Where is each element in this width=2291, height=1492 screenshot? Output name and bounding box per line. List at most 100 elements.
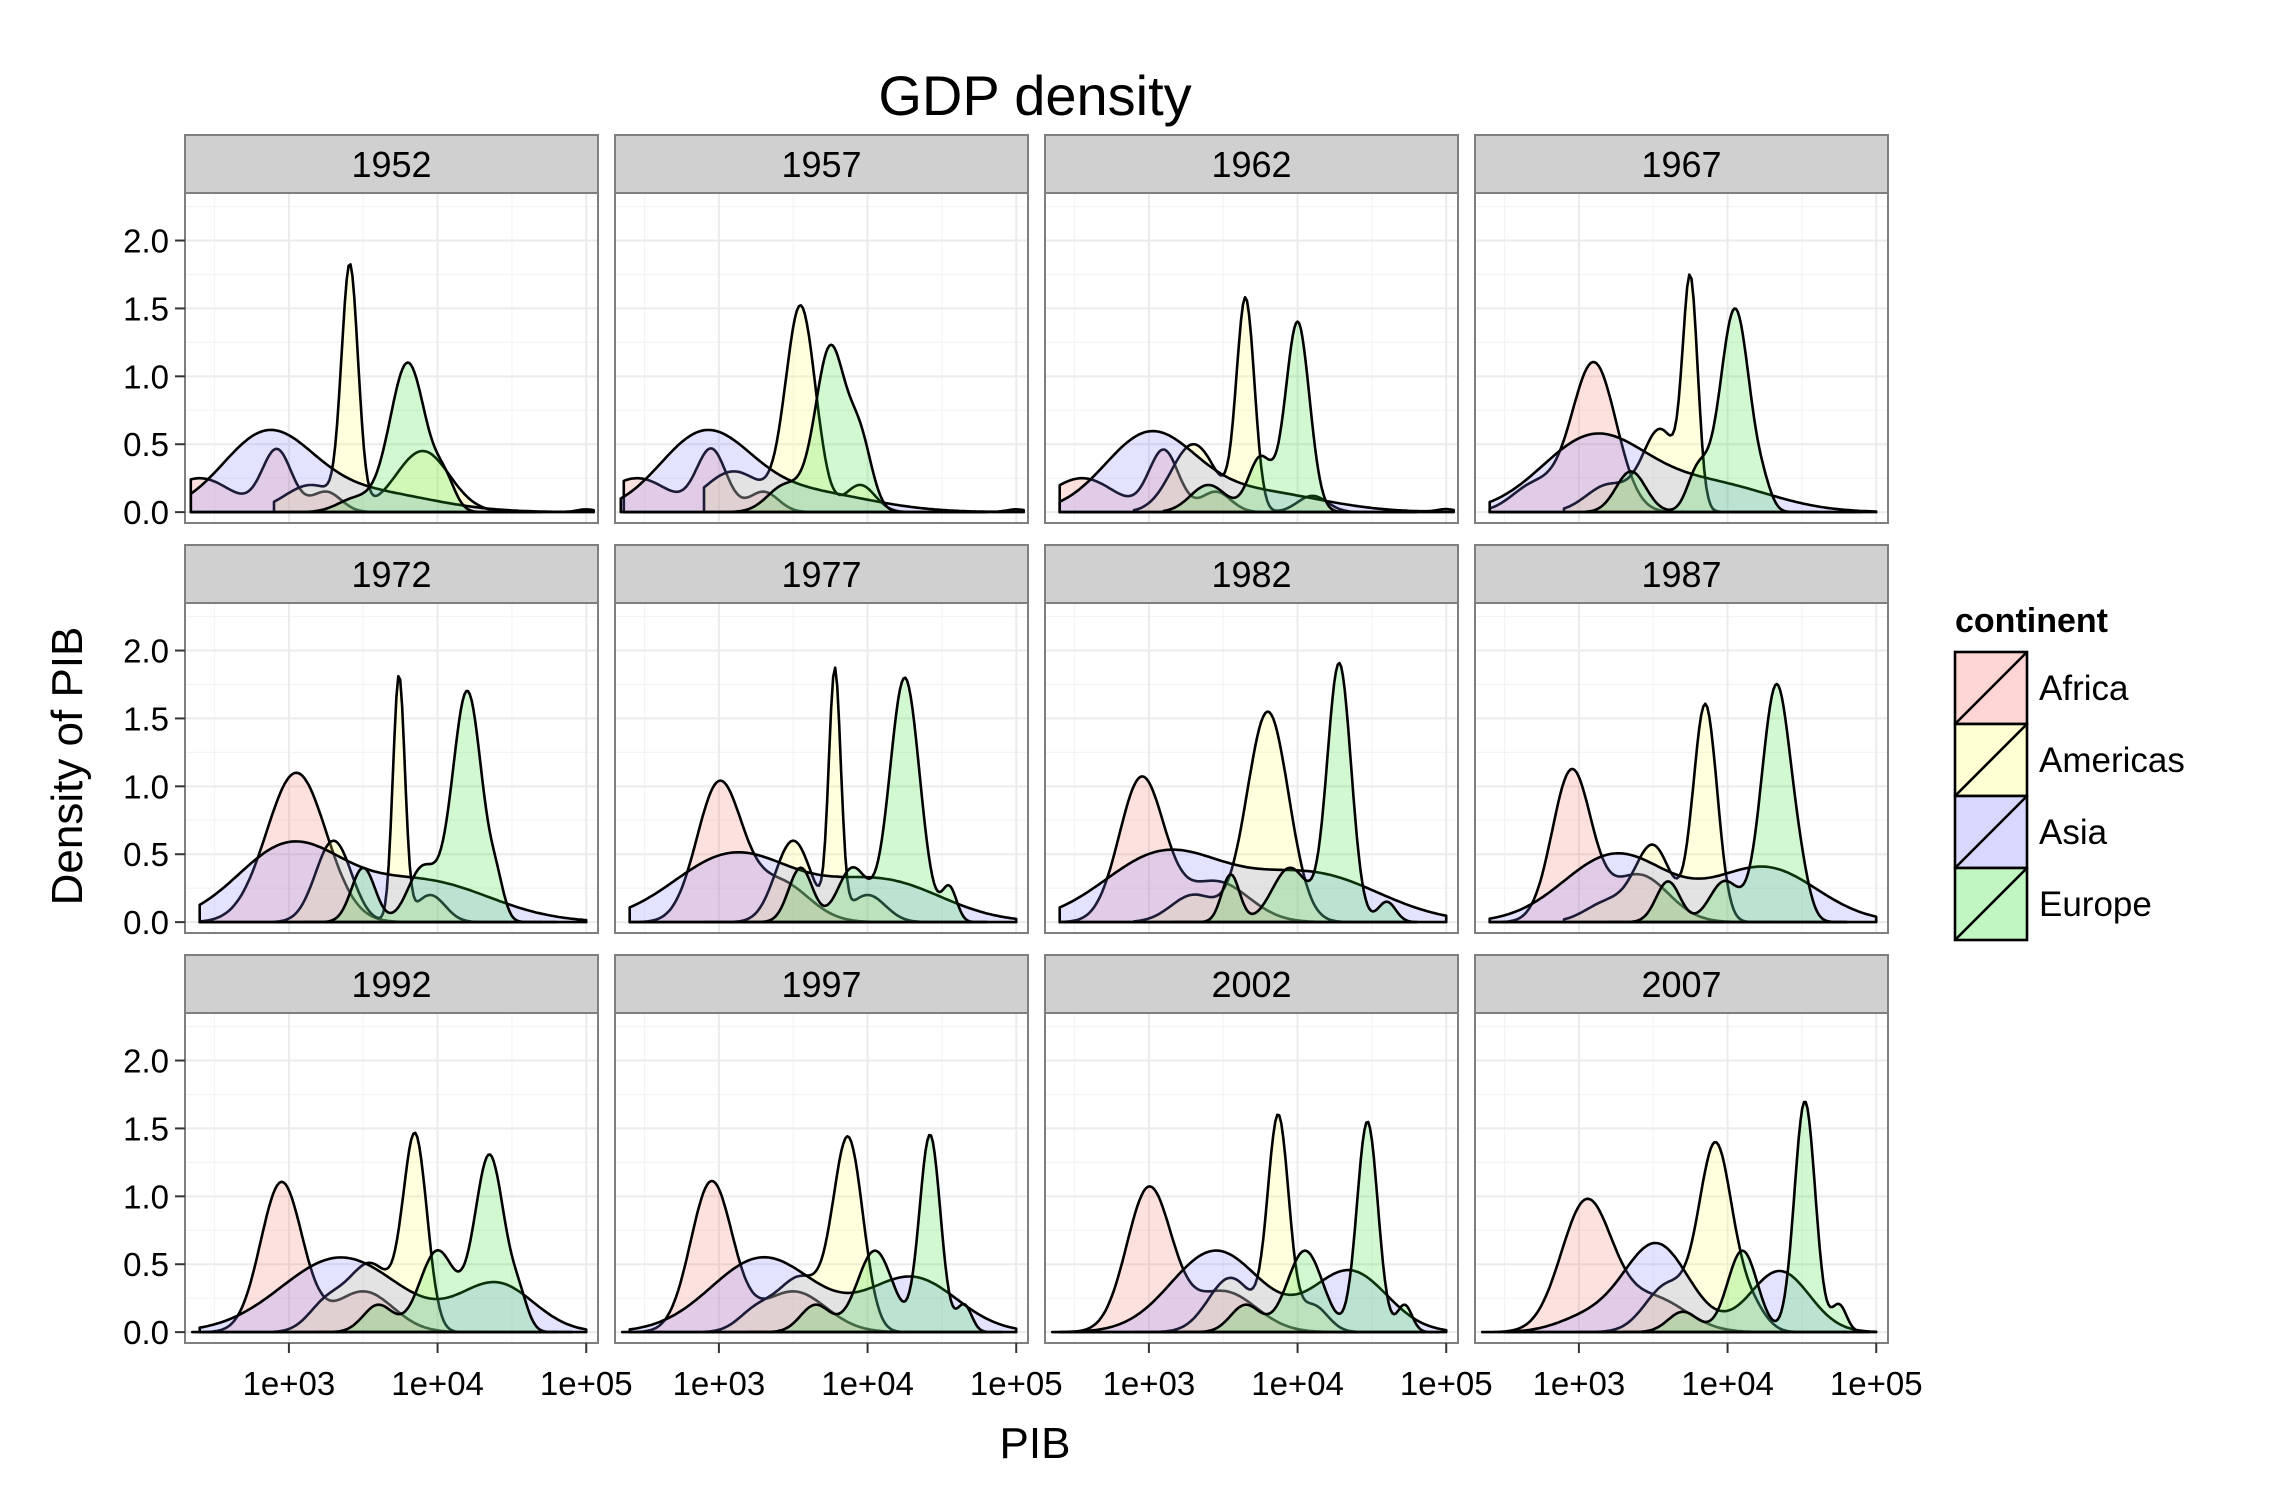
facet-strip-label: 1952 <box>351 144 431 185</box>
density-area-europe <box>717 343 959 514</box>
facet-panel-1952: 1952 0.0 0.5 1.0 1.5 2.0 <box>123 134 599 531</box>
legend: continent Africa Americas Asia Europe <box>1953 602 2185 942</box>
panel-grid <box>185 193 598 523</box>
x-tick-label: 1e+04 <box>1251 1365 1344 1402</box>
facet-strip-label: 1957 <box>781 144 861 185</box>
x-tick-label: 1e+03 <box>673 1365 766 1402</box>
density-area-europe <box>1169 661 1418 924</box>
x-tick-label: 1e+04 <box>391 1365 484 1402</box>
y-tick-label: 2.0 <box>123 633 169 670</box>
facet-strip <box>184 954 599 1014</box>
facet-panel-2007: 2007 1e+03 1e+04 1e+05 <box>1474 954 1923 1402</box>
panel-grid <box>1475 1013 1888 1343</box>
y-axis-title: Density of PIB <box>43 627 92 906</box>
density-area-europe <box>1585 307 1819 514</box>
legend-label: Americas <box>2039 741 2185 780</box>
density-area-europe <box>1607 682 1848 924</box>
facet-panels: 1952 0.0 0.5 1.0 1.5 2.0 1957 1962 1967 1972 0.0 0.… <box>123 134 1923 1402</box>
facet-strip <box>614 134 1029 194</box>
legend-label: Europe <box>2039 885 2152 924</box>
legend-key-slash <box>1954 867 2028 941</box>
facet-strip <box>184 134 599 194</box>
x-tick-label: 1e+03 <box>1533 1365 1626 1402</box>
x-tick-label: 1e+05 <box>540 1365 633 1402</box>
y-tick-label: 1.0 <box>123 768 169 805</box>
legend-label: Africa <box>2039 669 2129 708</box>
density-area-europe <box>1162 320 1389 514</box>
panel-background <box>615 1013 1028 1343</box>
panel-background <box>615 193 1028 523</box>
facet-strip <box>1474 954 1889 1014</box>
x-tick-label: 1e+03 <box>243 1365 336 1402</box>
x-axis-title: PIB <box>1000 1419 1071 1468</box>
density-area-asia <box>189 428 595 514</box>
facet-panel-1992: 1992 0.0 0.5 1.0 1.5 2.0 1e+03 1e+04 1e+05 <box>123 954 633 1402</box>
facet-panel-1972: 1972 0.0 0.5 1.0 1.5 2.0 <box>123 544 599 941</box>
facet-strip-label: 1997 <box>781 964 861 1005</box>
density-area-asia <box>628 1255 1018 1334</box>
density-area-asia <box>1488 432 1878 514</box>
facet-panel-1967: 1967 <box>1474 134 1889 524</box>
density-area-asia <box>198 840 588 924</box>
y-tick-label: 0.5 <box>123 836 169 873</box>
x-tick-label: 1e+05 <box>1400 1365 1493 1402</box>
facet-strip <box>614 544 1029 604</box>
facet-strip-label: 1987 <box>1641 554 1721 595</box>
legend-key-slash <box>1954 723 2028 797</box>
facet-strip <box>1474 134 1889 194</box>
density-area-asia <box>1488 852 1878 924</box>
density-area-europe <box>302 689 558 924</box>
panel-background <box>1475 603 1888 933</box>
facet-panel-1982: 1982 <box>1044 544 1459 934</box>
density-area-europe <box>732 676 988 924</box>
y-tick-label: 1.0 <box>123 358 169 395</box>
facet-strip <box>614 954 1029 1014</box>
facet-panel-1987: 1987 <box>1474 544 1889 934</box>
density-area-europe <box>1622 1100 1871 1334</box>
y-tick-label: 1.5 <box>123 290 169 327</box>
density-area-asia <box>198 1256 588 1334</box>
facet-panel-1957: 1957 <box>614 134 1029 524</box>
density-area-asia <box>1058 429 1455 514</box>
y-tick-label: 2.0 <box>123 223 169 260</box>
panel-background <box>185 1013 598 1343</box>
y-tick-label: 0.5 <box>123 426 169 463</box>
facet-strip-label: 1972 <box>351 554 431 595</box>
density-area-europe <box>317 1153 573 1334</box>
y-tick-label: 1.0 <box>123 1178 169 1215</box>
facet-strip-label: 1962 <box>1211 144 1291 185</box>
panel-grid <box>615 603 1028 933</box>
y-tick-label: 2.0 <box>123 1043 169 1080</box>
facet-strip-label: 1992 <box>351 964 431 1005</box>
legend-item-africa: Africa <box>1953 650 2129 726</box>
facet-strip-label: 1982 <box>1211 554 1291 595</box>
panel-background <box>185 193 598 523</box>
y-tick-label: 1.5 <box>123 1110 169 1147</box>
facet-panel-1997: 1997 1e+03 1e+04 1e+05 <box>614 954 1063 1402</box>
facet-strip <box>1474 544 1889 604</box>
x-tick-label: 1e+04 <box>1681 1365 1774 1402</box>
y-tick-label: 0.0 <box>123 904 169 941</box>
facet-strip-label: 1977 <box>781 554 861 595</box>
density-area-asia <box>1503 1241 1878 1334</box>
y-tick-label: 1.5 <box>123 700 169 737</box>
density-area-asia <box>619 428 1025 514</box>
legend-label: Asia <box>2039 813 2108 852</box>
facet-strip-label: 2002 <box>1211 964 1291 1005</box>
legend-key-slash <box>1954 651 2028 725</box>
density-area-africa <box>1051 1185 1351 1334</box>
density-area-europe <box>747 1133 1003 1334</box>
legend-item-europe: Europe <box>1953 866 2152 942</box>
y-tick-label: 0.0 <box>123 1314 169 1351</box>
facet-panel-2002: 2002 1e+03 1e+04 1e+05 <box>1044 954 1493 1402</box>
chart-title: GDP density <box>878 64 1191 127</box>
density-area-europe <box>1177 1120 1441 1334</box>
facet-strip-label: 2007 <box>1641 964 1721 1005</box>
legend-item-americas: Americas <box>1953 722 2185 798</box>
facet-panel-1962: 1962 <box>1044 134 1459 524</box>
density-area-europe <box>280 361 529 514</box>
facet-strip <box>1044 954 1459 1014</box>
facet-strip-label: 1967 <box>1641 144 1721 185</box>
